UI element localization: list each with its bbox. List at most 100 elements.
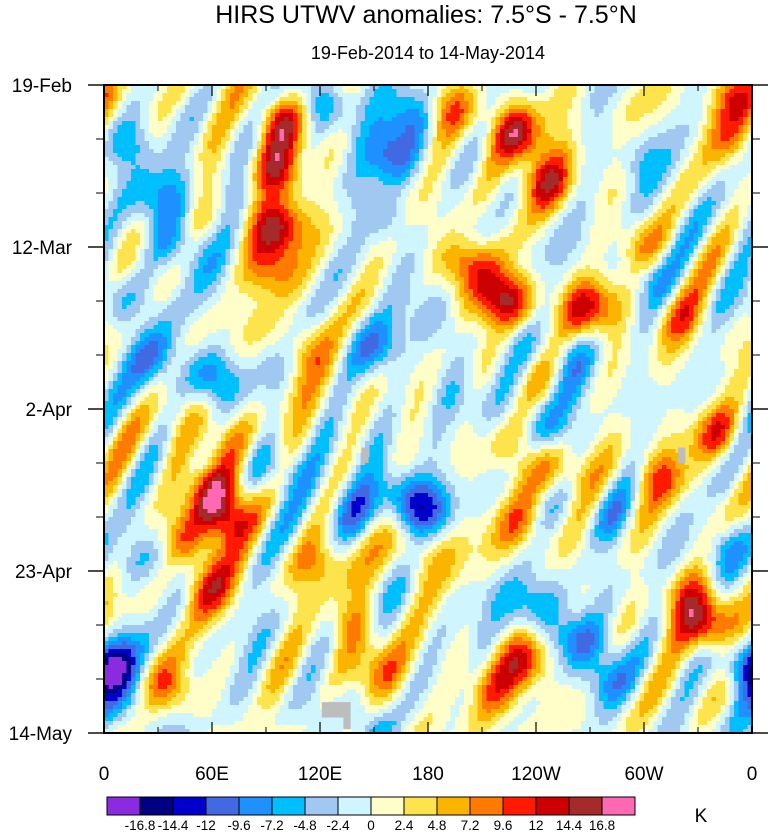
field-cell [549,85,555,90]
field-cell [464,113,469,118]
field-cell [297,117,303,122]
field-cell [743,213,748,218]
field-cell [216,153,222,158]
field-cell [522,117,528,122]
field-cell [234,161,240,166]
field-cell [635,117,640,122]
field-cell [563,109,568,114]
field-cell [176,121,181,126]
field-cell [567,177,573,182]
field-cell [135,181,141,186]
field-cell [311,113,316,118]
field-cell [315,145,321,150]
field-cell [342,193,348,198]
field-cell [198,153,204,158]
field-cell [653,149,658,154]
field-cell [122,133,127,138]
field-cell [324,149,330,154]
field-cell [252,93,258,98]
field-cell [216,93,222,98]
field-cell [284,133,289,138]
field-cell [302,145,307,150]
field-cell [747,121,753,126]
field-cell [603,205,609,210]
field-cell [711,153,717,158]
field-cell [410,217,415,222]
field-cell [342,141,348,146]
field-cell [135,97,141,102]
field-cell [486,109,492,114]
field-cell [441,149,447,154]
field-cell [689,161,694,166]
field-cell [311,141,316,146]
field-cell [374,197,379,202]
field-cell [513,193,519,198]
field-cell [621,89,627,94]
field-cell [279,125,285,130]
field-cell [617,217,622,222]
field-cell [509,113,514,118]
field-cell [329,109,334,114]
field-cell [630,93,636,98]
field-cell [383,85,388,90]
field-cell [414,209,420,214]
field-cell [257,145,262,150]
field-cell [176,137,181,142]
field-cell [194,157,199,162]
field-cell [675,173,681,178]
field-cell [365,209,370,214]
field-cell [711,101,717,106]
field-cell [455,181,460,186]
field-cell [405,137,411,142]
field-cell [518,105,523,110]
field-cell [662,85,667,90]
field-cell [585,209,591,214]
field-cell [176,141,181,146]
field-cell [549,149,555,154]
field-cell [747,197,753,202]
field-cell [666,93,672,98]
field-cell [378,113,384,118]
field-cell [734,113,739,118]
field-cell [536,221,541,226]
field-cell [459,189,465,194]
field-cell [275,133,280,138]
field-cell [500,113,505,118]
field-cell [608,189,613,194]
field-cell [108,129,114,134]
field-cell [657,185,663,190]
field-cell [738,205,744,210]
field-cell [419,105,424,110]
field-cell [464,153,469,158]
field-cell [365,141,370,146]
field-cell [419,133,424,138]
field-cell [306,157,312,162]
field-cell [324,93,330,98]
field-cell [302,193,307,198]
field-cell [455,217,460,222]
field-cell [612,189,618,194]
field-cell [342,205,348,210]
field-cell [423,93,429,98]
field-cell [306,193,312,198]
field-cell [324,213,330,218]
field-cell [410,161,415,166]
field-cell [122,137,127,142]
field-cell [446,181,451,186]
field-cell [410,113,415,118]
field-cell [635,121,640,126]
field-cell [617,173,622,178]
field-cell [599,177,604,182]
field-cell [747,141,753,146]
field-cell [347,177,352,182]
field-cell [666,209,672,214]
field-cell [617,153,622,158]
field-cell [266,85,271,90]
field-cell [153,157,159,162]
field-cell [693,97,699,102]
field-cell [189,101,195,106]
field-cell [261,141,267,146]
field-cell [747,169,753,174]
field-cell [617,101,622,106]
field-cell [509,213,514,218]
